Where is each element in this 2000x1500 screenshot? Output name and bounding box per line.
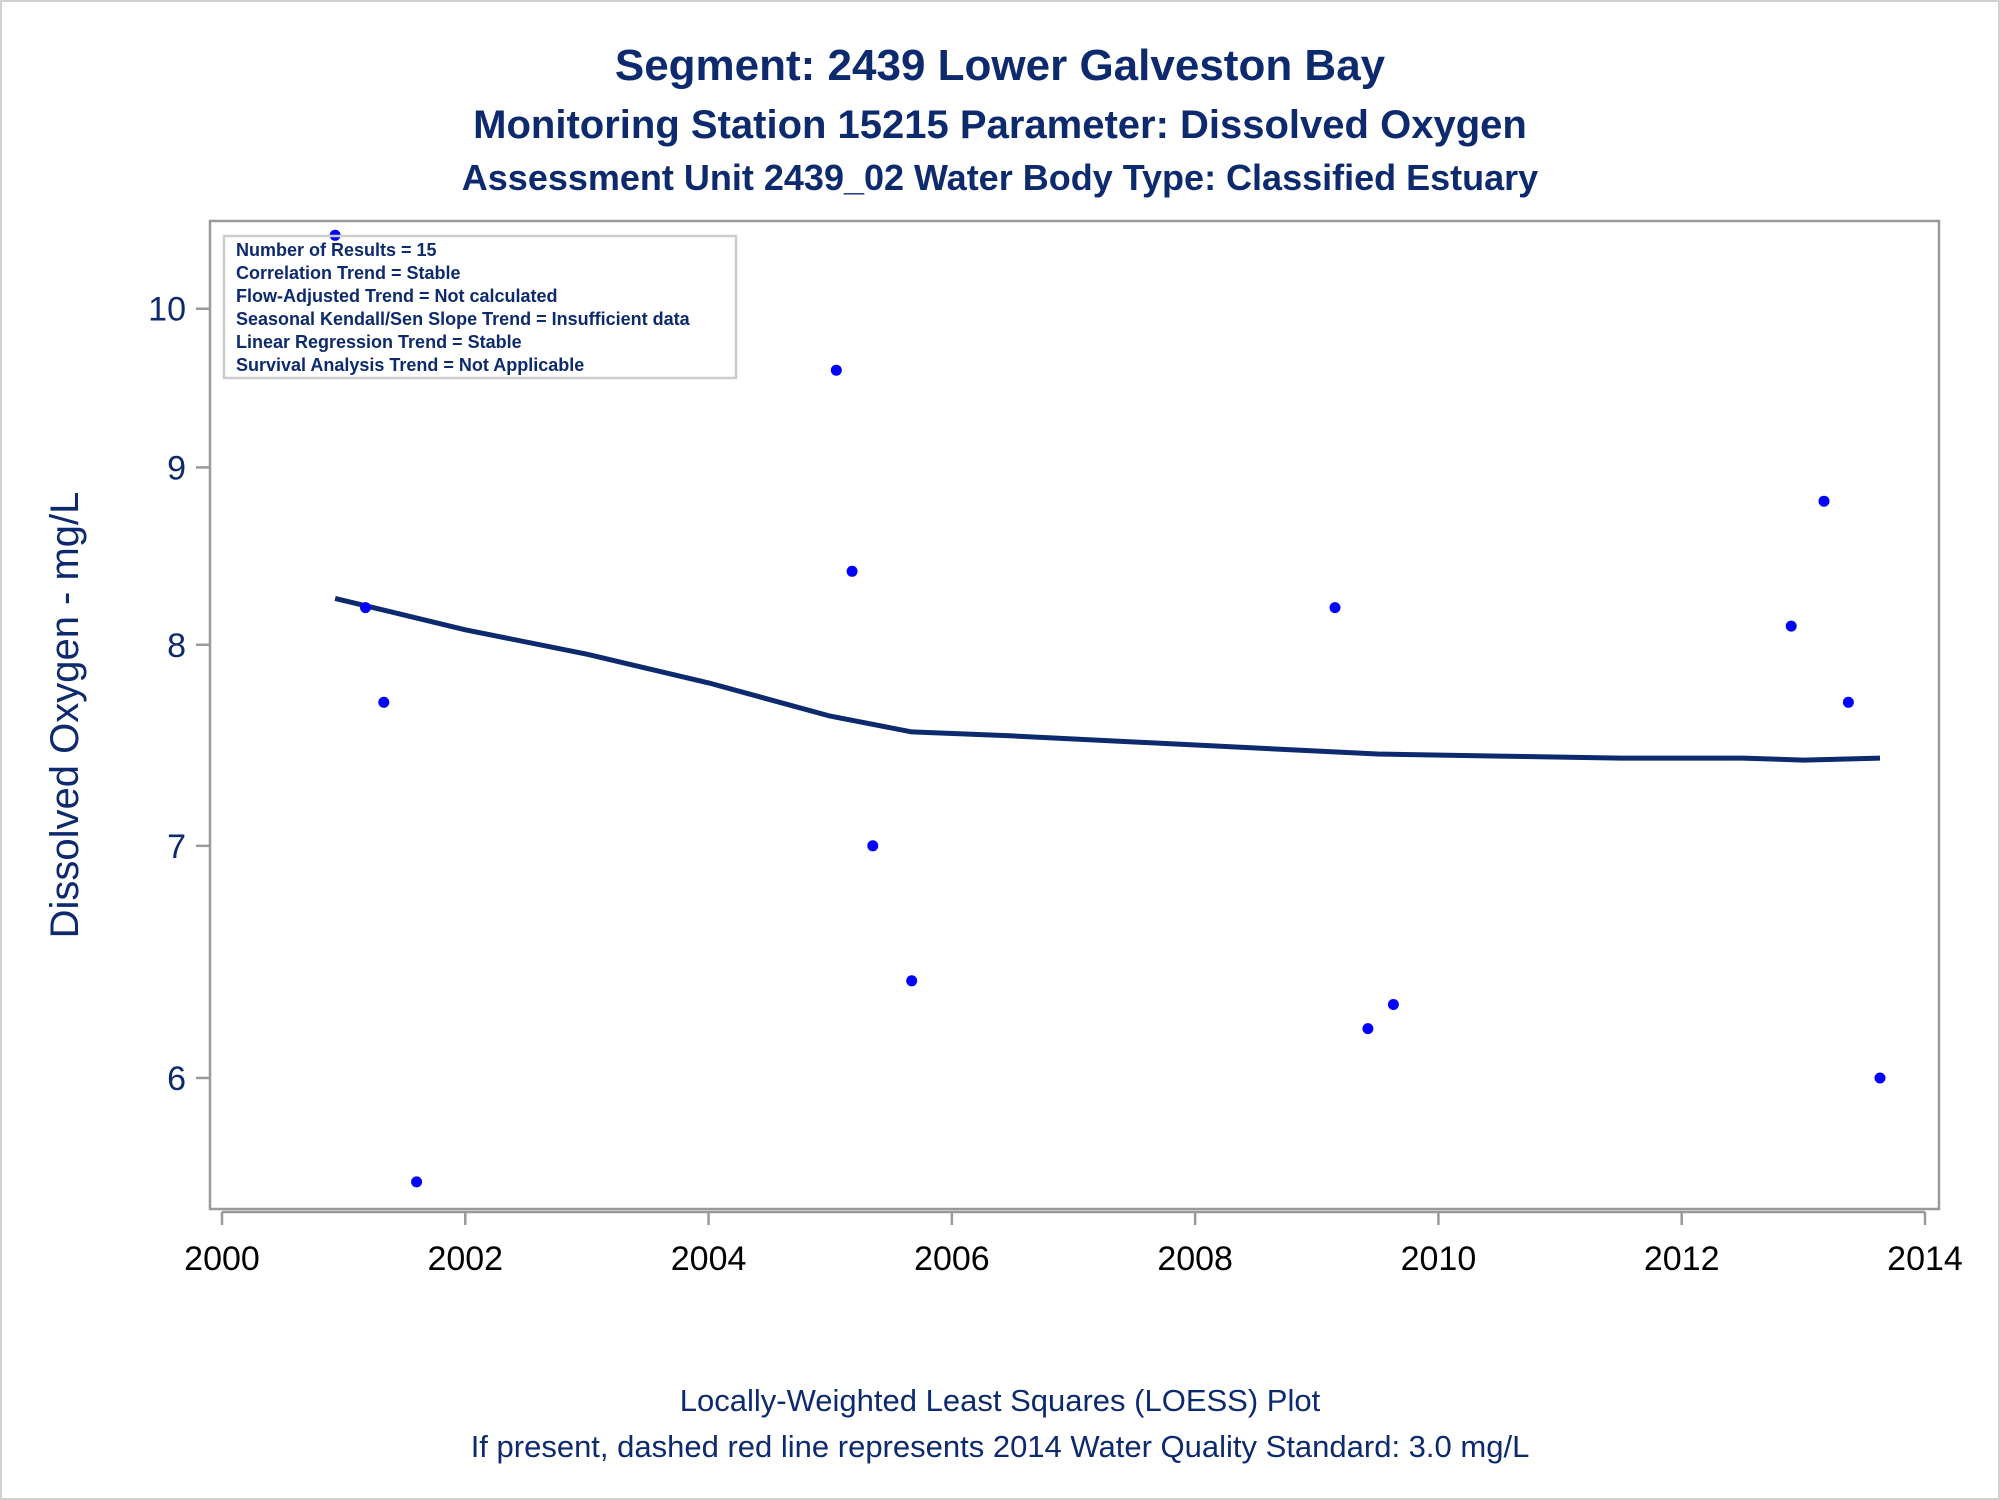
chart-subtitle-2: Assessment Unit 2439_02 Water Body Type:… xyxy=(462,157,1538,198)
stats-inset-line: Seasonal Kendall/Sen Slope Trend = Insuf… xyxy=(236,309,691,329)
data-point xyxy=(846,565,858,577)
x-tick-label: 2002 xyxy=(427,1240,503,1278)
stats-inset-line: Survival Analysis Trend = Not Applicable xyxy=(236,355,584,375)
chart-title: Segment: 2439 Lower Galveston Bay xyxy=(615,41,1386,90)
x-tick-label: 2008 xyxy=(1157,1240,1233,1278)
data-point xyxy=(830,364,842,376)
loess-layer xyxy=(334,595,1881,763)
data-point xyxy=(867,840,879,852)
data-point xyxy=(1842,696,1854,708)
stats-inset-line: Linear Regression Trend = Stable xyxy=(236,332,522,352)
footnote-loess: Locally-Weighted Least Squares (LOESS) P… xyxy=(680,1383,1321,1418)
data-point xyxy=(1874,1072,1886,1084)
data-point xyxy=(1785,620,1797,632)
points-layer xyxy=(329,229,1886,1188)
footnote-standard: If present, dashed red line represents 2… xyxy=(471,1429,1530,1464)
x-axis: 2000 2002 2004 2006 2008 2010 2012 2014 xyxy=(184,1210,1963,1278)
data-point xyxy=(1818,495,1830,507)
plot-area xyxy=(208,219,1941,1211)
loess-line xyxy=(334,595,1881,763)
stats-inset-line: Flow-Adjusted Trend = Not calculated xyxy=(236,286,558,306)
stats-inset-line: Number of Results = 15 xyxy=(236,240,437,260)
y-tick-label: 9 xyxy=(167,449,186,487)
x-tick-label: 2006 xyxy=(914,1240,990,1278)
stats-inset: Number of Results = 15 Correlation Trend … xyxy=(222,234,738,380)
data-point xyxy=(1329,602,1341,614)
x-tick-label: 2000 xyxy=(184,1240,260,1278)
data-point xyxy=(378,696,390,708)
data-point xyxy=(906,975,918,987)
x-tick-label: 2004 xyxy=(671,1240,747,1278)
data-point xyxy=(1387,999,1399,1010)
y-tick-label: 7 xyxy=(167,828,186,866)
y-axis-label: Dissolved Oxygen - mg/L xyxy=(43,492,87,939)
stats-inset-border xyxy=(222,234,738,380)
chart-subtitle: Monitoring Station 15215 Parameter: Diss… xyxy=(473,103,1527,147)
y-tick-label: 10 xyxy=(148,291,186,329)
y-axis: 6 7 8 9 10 xyxy=(148,291,210,1098)
data-point xyxy=(411,1176,423,1188)
data-point xyxy=(360,602,371,614)
x-tick-label: 2012 xyxy=(1644,1240,1720,1278)
y-tick-label: 8 xyxy=(167,627,186,665)
x-tick-label: 2014 xyxy=(1887,1240,1963,1278)
stats-inset-line: Correlation Trend = Stable xyxy=(236,263,461,283)
data-point xyxy=(1362,1023,1374,1035)
y-tick-label: 6 xyxy=(167,1060,186,1098)
x-tick-label: 2010 xyxy=(1401,1240,1477,1278)
